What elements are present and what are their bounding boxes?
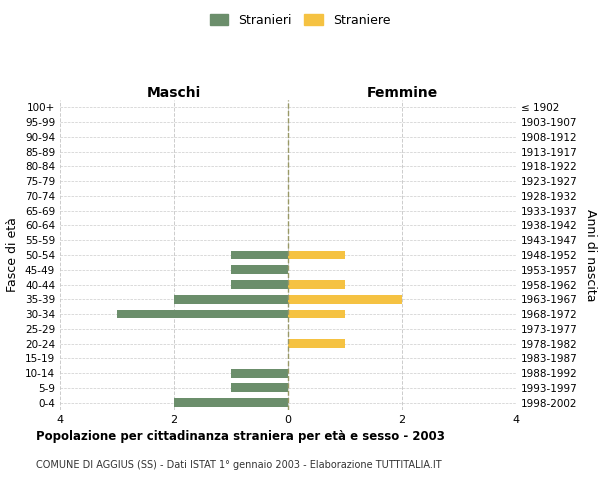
- Text: Maschi: Maschi: [147, 86, 201, 100]
- Text: Femmine: Femmine: [367, 86, 437, 100]
- Text: COMUNE DI AGGIUS (SS) - Dati ISTAT 1° gennaio 2003 - Elaborazione TUTTITALIA.IT: COMUNE DI AGGIUS (SS) - Dati ISTAT 1° ge…: [36, 460, 442, 470]
- Bar: [288, 280, 345, 289]
- Bar: [288, 250, 345, 260]
- Y-axis label: Anni di nascita: Anni di nascita: [584, 209, 597, 301]
- Bar: [288, 339, 345, 348]
- Bar: [231, 368, 288, 378]
- Y-axis label: Fasce di età: Fasce di età: [7, 218, 19, 292]
- Bar: [231, 280, 288, 289]
- Bar: [288, 310, 345, 318]
- Bar: [174, 295, 288, 304]
- Bar: [231, 266, 288, 274]
- Bar: [231, 250, 288, 260]
- Bar: [117, 310, 288, 318]
- Bar: [174, 398, 288, 407]
- Bar: [288, 295, 402, 304]
- Legend: Stranieri, Straniere: Stranieri, Straniere: [205, 8, 395, 32]
- Bar: [231, 384, 288, 392]
- Text: Popolazione per cittadinanza straniera per età e sesso - 2003: Popolazione per cittadinanza straniera p…: [36, 430, 445, 443]
